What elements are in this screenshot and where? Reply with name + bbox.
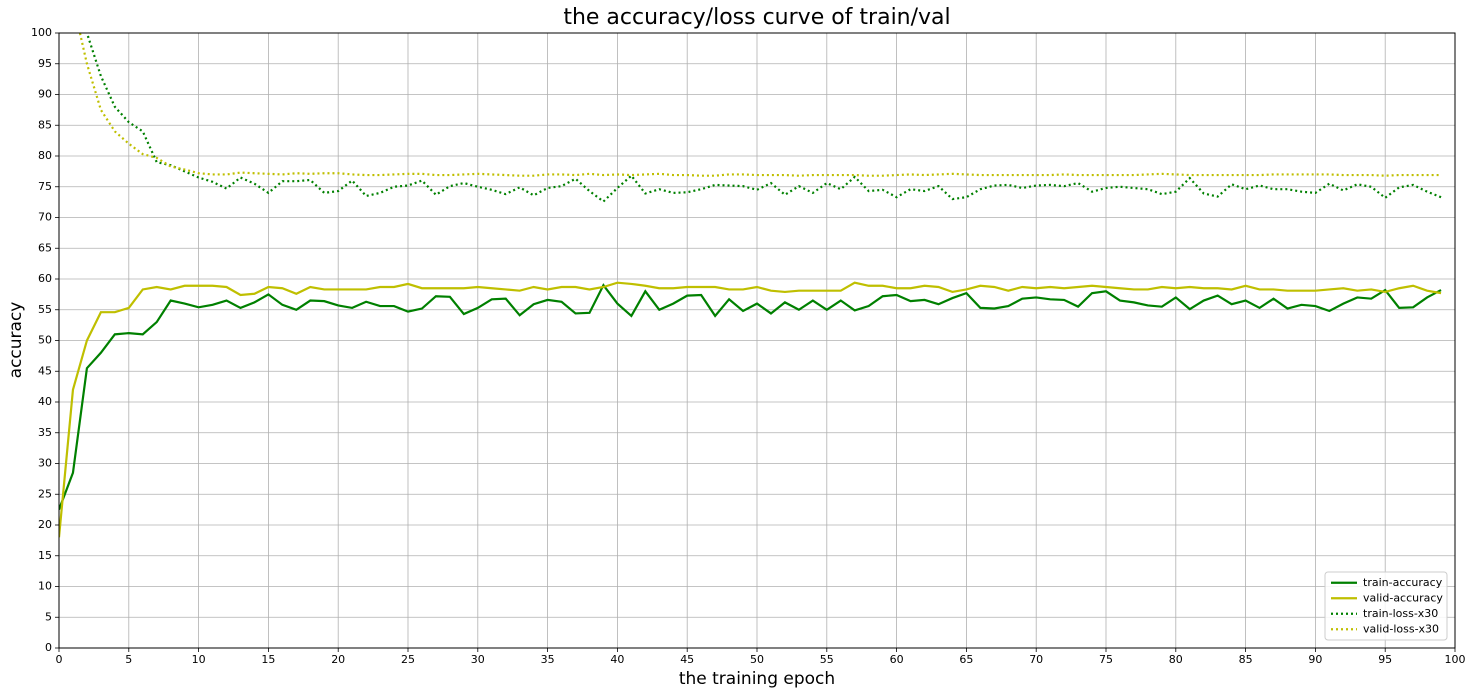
x-axis-label: the training epoch — [679, 669, 835, 689]
legend-label: train-loss-x30 — [1363, 607, 1438, 620]
line-series — [78, 33, 1442, 177]
x-tick-label: 35 — [541, 653, 555, 666]
x-tick-label: 60 — [890, 653, 904, 666]
plot-lines — [59, 33, 1442, 538]
x-tick-label: 80 — [1169, 653, 1183, 666]
x-tick-label: 30 — [471, 653, 485, 666]
x-tick-label: 45 — [680, 653, 694, 666]
x-tick-label: 40 — [610, 653, 624, 666]
x-tick-label: 0 — [56, 653, 63, 666]
line-series — [59, 281, 1442, 538]
y-tick-label: 45 — [38, 364, 52, 377]
legend-label: valid-accuracy — [1363, 591, 1443, 604]
y-tick-label: 55 — [38, 303, 52, 316]
x-tick-label: 75 — [1099, 653, 1113, 666]
x-tick-label: 95 — [1378, 653, 1392, 666]
y-tick-label: 60 — [38, 272, 52, 285]
x-tick-label: 50 — [750, 653, 764, 666]
y-tick-label: 70 — [38, 211, 52, 224]
plot-frame — [58, 32, 1456, 649]
x-tick-label: 5 — [125, 653, 132, 666]
legend-label: valid-loss-x30 — [1363, 622, 1439, 635]
x-tick-label: 10 — [192, 653, 206, 666]
x-tick-label: 70 — [1029, 653, 1043, 666]
legend-label: train-accuracy — [1363, 576, 1443, 589]
y-tick-label: 40 — [38, 395, 52, 408]
x-tick-label: 90 — [1308, 653, 1322, 666]
y-tick-label: 50 — [38, 334, 52, 347]
line-series — [59, 283, 1442, 511]
y-tick-label: 65 — [38, 241, 52, 254]
x-tick-label: 100 — [1445, 653, 1466, 666]
y-tick-label: 35 — [38, 426, 52, 439]
y-tick-label: 30 — [38, 457, 52, 470]
y-tick-label: 85 — [38, 118, 52, 131]
y-axis-label: accuracy — [6, 302, 26, 379]
y-tick-label: 95 — [38, 57, 52, 70]
y-tick-label: 15 — [38, 549, 52, 562]
y-tick-label: 0 — [45, 641, 52, 654]
y-tick-label: 10 — [38, 580, 52, 593]
x-tick-label: 25 — [401, 653, 415, 666]
x-tick-label: 65 — [959, 653, 973, 666]
y-tick-label: 80 — [38, 149, 52, 162]
y-tick-label: 75 — [38, 180, 52, 193]
y-tick-label: 5 — [45, 610, 52, 623]
y-tick-label: 20 — [38, 518, 52, 531]
legend: train-accuracy valid-accuracy train-loss-x… — [1324, 571, 1448, 641]
x-tick-label: 20 — [331, 653, 345, 666]
y-tick-label: 90 — [38, 88, 52, 101]
x-tick-label: 85 — [1239, 653, 1253, 666]
x-tick-label: 55 — [820, 653, 834, 666]
y-tick-label: 100 — [31, 26, 52, 39]
legend-box — [1324, 571, 1448, 641]
chart-title: the accuracy/loss curve of train/val — [563, 5, 950, 30]
x-tick-label: 15 — [261, 653, 275, 666]
y-tick-label: 25 — [38, 487, 52, 500]
